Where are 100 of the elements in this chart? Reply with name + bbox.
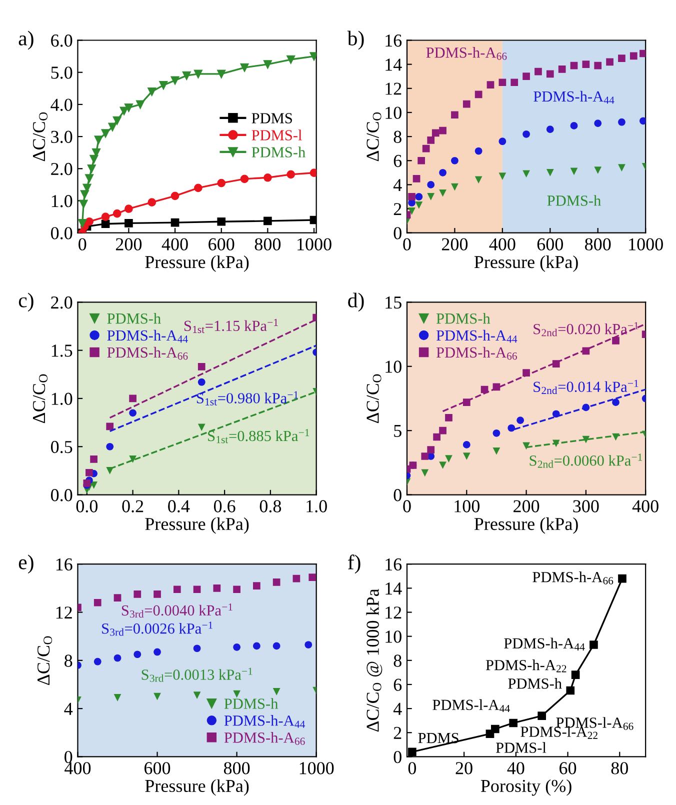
point — [198, 363, 206, 370]
point — [85, 174, 94, 182]
y-tick-label: 16 — [386, 558, 402, 571]
point — [90, 455, 98, 463]
point — [618, 118, 626, 126]
y-tick-label: 0.0 — [51, 489, 72, 502]
point — [498, 78, 506, 86]
point — [439, 426, 446, 434]
point — [474, 147, 482, 155]
point — [136, 100, 144, 109]
legend-label: PDMS-h — [107, 312, 161, 324]
point — [594, 166, 602, 174]
point — [612, 337, 620, 344]
point — [546, 70, 554, 78]
point — [264, 216, 272, 226]
point — [445, 414, 452, 422]
x-tick-label: 0 — [78, 238, 86, 250]
legend-label: PDMS-h-A$_{44}$ — [224, 715, 306, 728]
point — [308, 574, 316, 582]
x-tick-label: 200 — [116, 238, 142, 250]
point — [640, 50, 646, 58]
legend-label: PDMS-h — [252, 146, 306, 158]
point — [618, 54, 626, 62]
point — [427, 181, 435, 188]
point — [516, 416, 524, 424]
x-tick-label: 0 — [408, 762, 416, 774]
point — [240, 174, 249, 184]
annotation: PDMS-h-A$_{66}$ — [532, 572, 614, 584]
point — [114, 654, 122, 662]
chart-title: e) — [18, 554, 34, 574]
y-tick-label: 0 — [394, 750, 402, 764]
x-tick-label: 600 — [208, 238, 234, 250]
chart-title: f) — [348, 554, 360, 574]
point — [462, 100, 470, 108]
point — [193, 692, 201, 699]
point — [114, 694, 122, 702]
point — [462, 452, 470, 460]
point — [566, 686, 575, 695]
y-axis-title: ΔC/C$_{O}$ — [32, 374, 48, 424]
y-tick-label: 10 — [386, 106, 402, 119]
x-tick-label: 800 — [585, 238, 611, 250]
point — [486, 81, 494, 88]
x-axis-title: Pressure (kPa) — [474, 255, 578, 272]
y-tick-label: 10 — [386, 630, 402, 643]
x-tick-label: 0 — [403, 500, 411, 512]
point — [198, 378, 206, 386]
x-tick-label: 400 — [632, 500, 658, 512]
y-tick-label: 2.0 — [51, 162, 72, 176]
x-tick-label: 800 — [254, 238, 281, 250]
point — [408, 208, 416, 215]
annotation: PDMS-h-A$_{44}$ — [504, 638, 585, 650]
point — [159, 81, 168, 90]
chart-title: b) — [347, 30, 364, 50]
point — [114, 594, 122, 602]
point — [194, 70, 202, 78]
point — [272, 688, 280, 696]
y-tick-label: 14 — [386, 582, 402, 594]
point — [590, 640, 598, 649]
point — [94, 598, 102, 606]
y-axis-title: ΔC/C$_{O}$ — [366, 112, 382, 162]
point — [492, 447, 500, 455]
point — [170, 76, 180, 85]
point — [78, 219, 87, 228]
point — [148, 198, 156, 207]
point — [264, 60, 272, 68]
y-tick-label: 3.0 — [51, 130, 72, 144]
x-axis-title: Pressure (kPa) — [474, 517, 578, 534]
x-tick-label: 1000 — [298, 238, 332, 250]
point — [129, 455, 136, 463]
point — [304, 641, 312, 648]
x-tick-label: 0.0 — [76, 500, 98, 512]
point — [570, 62, 578, 70]
point — [510, 78, 518, 86]
point — [618, 164, 626, 172]
annotation: PDMS-h — [508, 678, 562, 689]
legend-label: PDMS-h-A$_{66}$ — [436, 346, 517, 360]
legend-label: PDMS-h — [436, 312, 490, 324]
legend-label: PDMS-h — [224, 698, 278, 709]
y-tick-label: 2 — [394, 203, 402, 216]
chart-title: c) — [18, 292, 34, 312]
x-tick-label: 1.0 — [306, 500, 327, 512]
point — [193, 644, 201, 652]
x-tick-label: 0 — [403, 238, 411, 250]
x-axis-title: Pressure (kPa) — [145, 517, 249, 534]
point — [154, 648, 161, 656]
point — [108, 122, 117, 132]
y-tick-label: 16 — [386, 34, 402, 47]
point — [272, 578, 280, 586]
annotation: PDMS-h — [547, 195, 601, 206]
y-tick-label: 15 — [386, 296, 402, 309]
point — [498, 172, 506, 180]
annotation: PDMS-h-A$_{22}$ — [486, 659, 566, 672]
point — [421, 469, 429, 477]
x-tick-label: 0.2 — [122, 500, 144, 512]
point — [120, 106, 128, 116]
point — [474, 176, 482, 184]
y-tick-label: 1.5 — [52, 344, 72, 357]
point — [427, 446, 435, 454]
point — [90, 154, 98, 164]
point — [522, 130, 530, 138]
